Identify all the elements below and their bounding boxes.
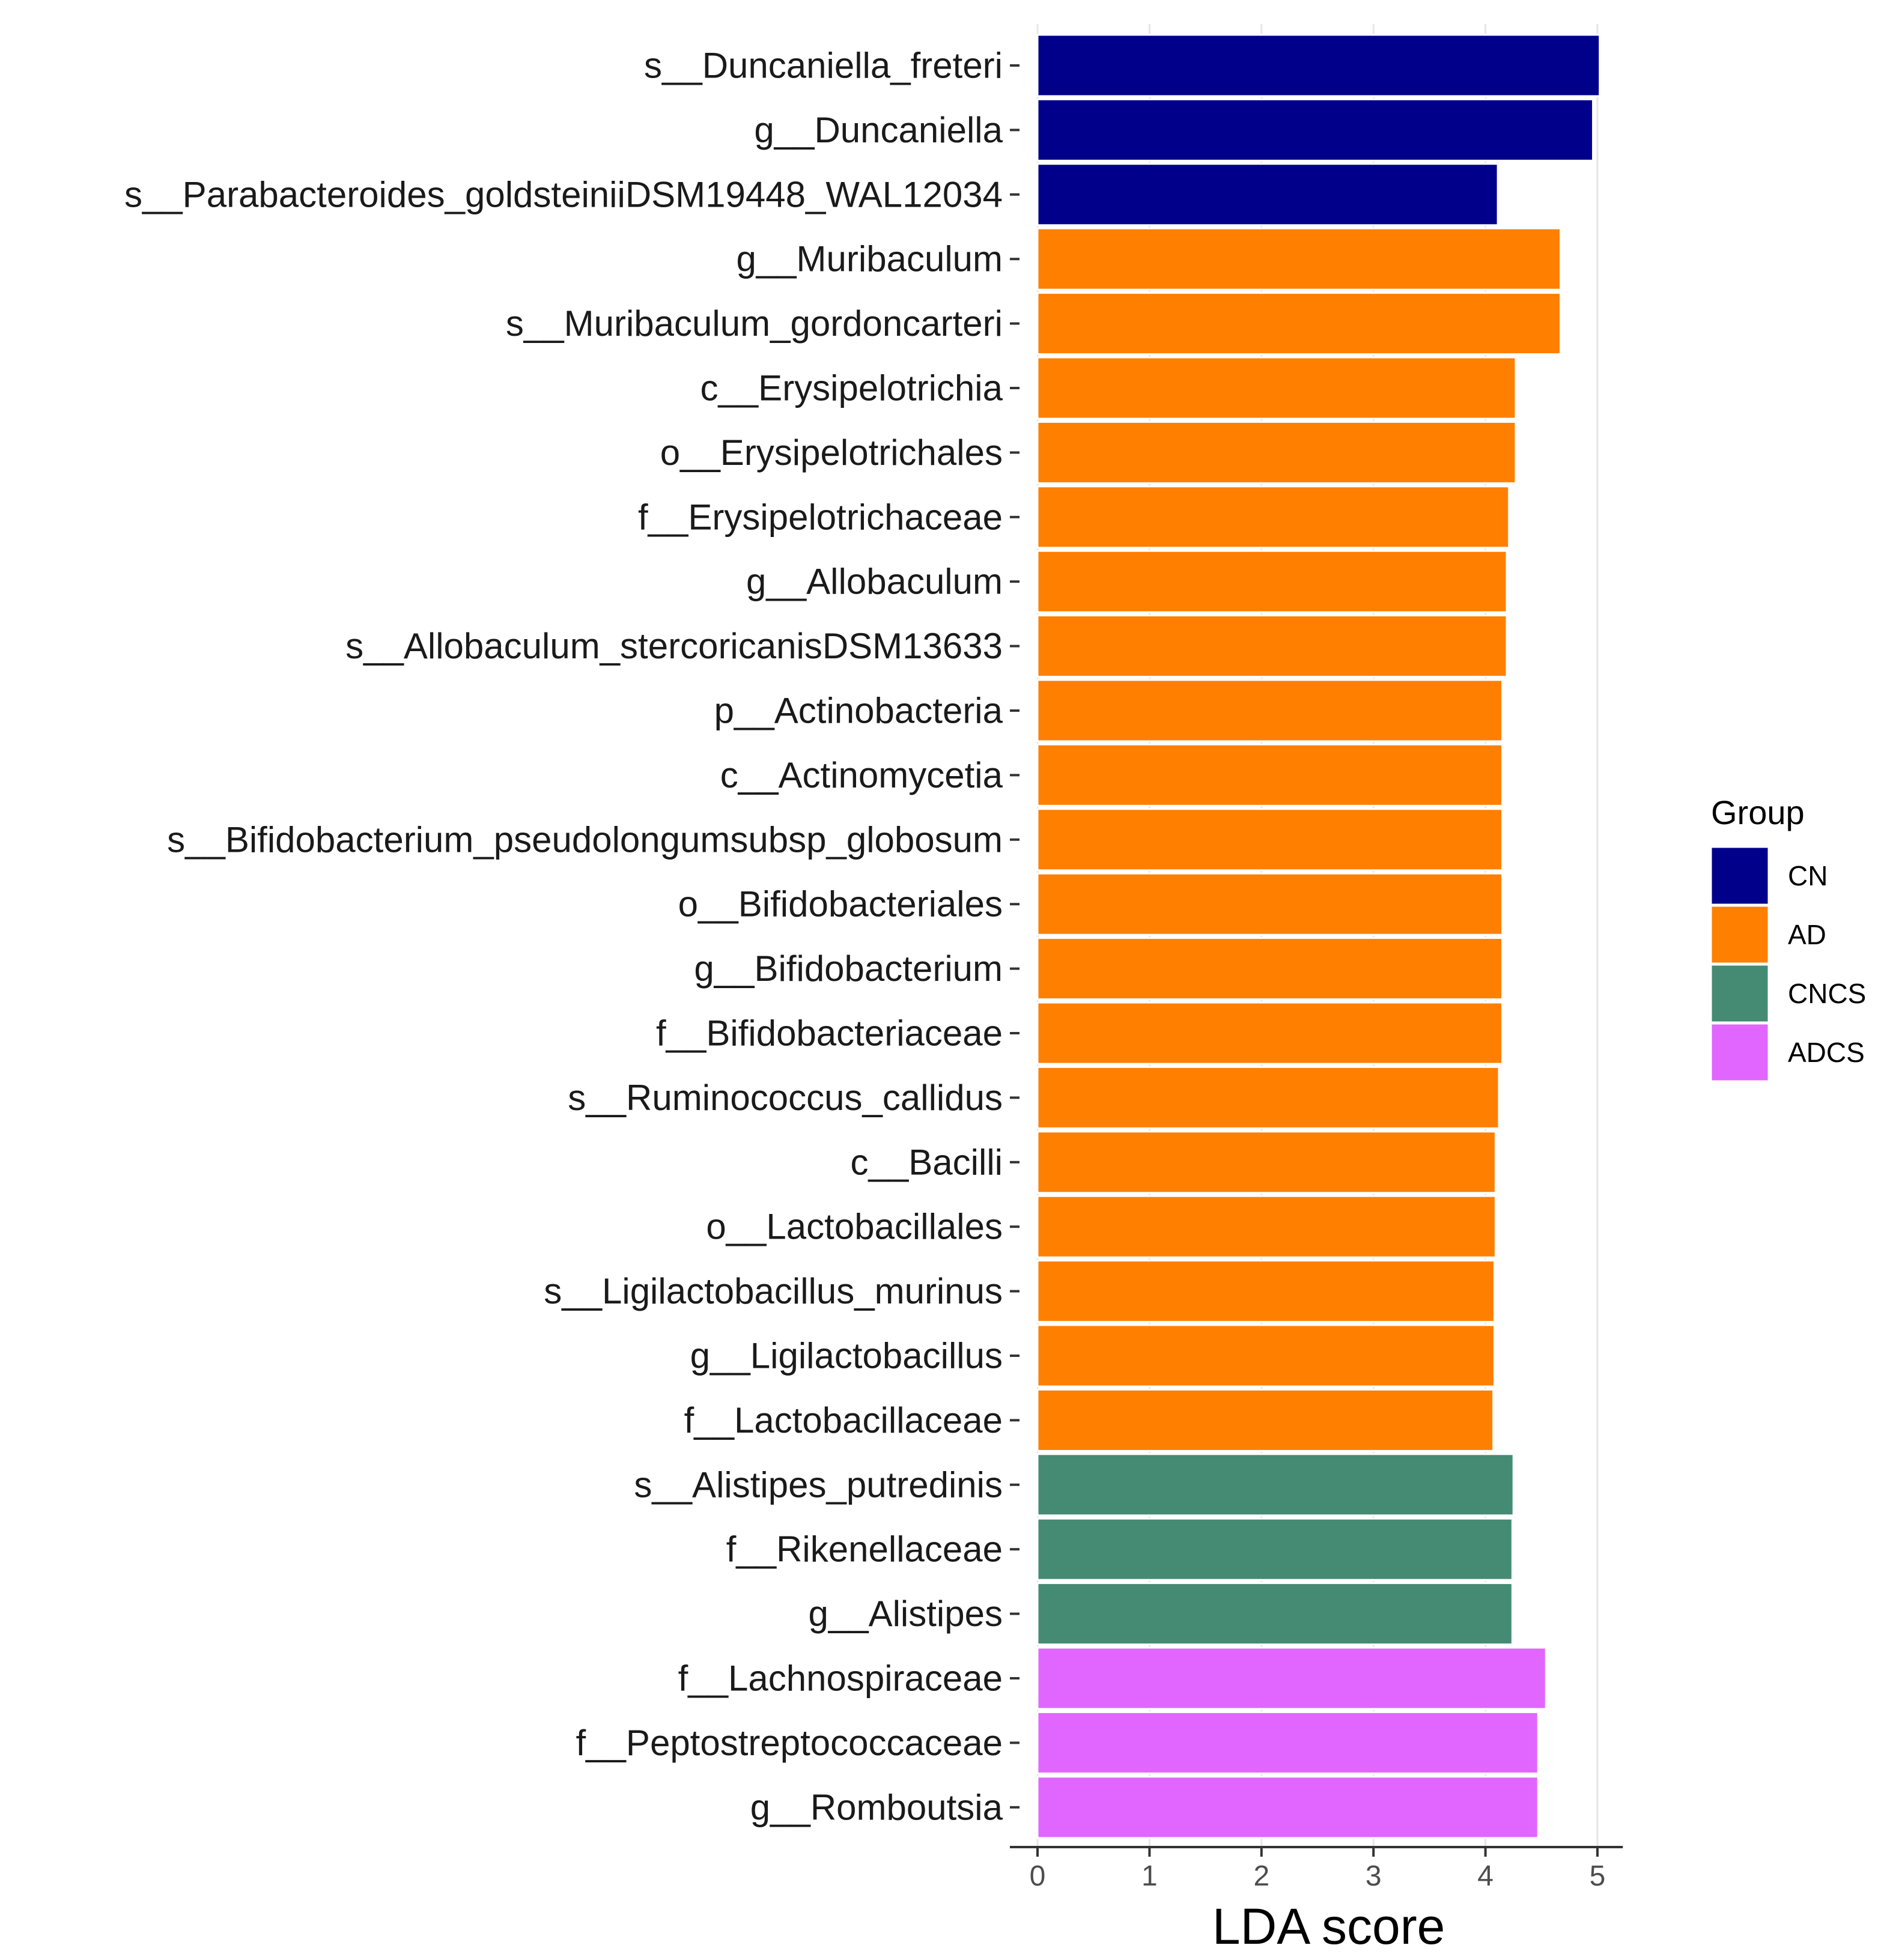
category-label: g__Muribaculum	[736, 239, 1003, 279]
bar-f__Bifidobacteriaceae	[1036, 1001, 1504, 1065]
bar-s__Duncaniella_freteri	[1036, 34, 1601, 97]
category-label: c__Bacilli	[851, 1142, 1003, 1182]
x-tick-label: 3	[1366, 1860, 1382, 1892]
bar-s__Alistipes_putredinis	[1036, 1453, 1515, 1517]
bar-g__Romboutsia	[1036, 1776, 1539, 1839]
legend-items: CN AD CNCS ADCS	[1710, 846, 1866, 1082]
legend-label-cncs: CNCS	[1788, 978, 1866, 1009]
legend-label-ad: AD	[1788, 919, 1826, 950]
bar-o__Lactobacillales	[1036, 1195, 1497, 1258]
bar-f__Lachnospiraceae	[1036, 1646, 1547, 1710]
category-label: o__Erysipelotrichales	[660, 432, 1003, 473]
category-label: g__Alistipes	[808, 1594, 1003, 1634]
category-label: f__Bifidobacteriaceae	[656, 1013, 1003, 1054]
bar-s__Parabacteroides_goldsteiniiDSM19448_WAL12034	[1036, 163, 1499, 226]
legend-swatch-cn	[1710, 846, 1770, 906]
category-label: g__Duncaniella	[754, 110, 1003, 150]
legend-label-adcs: ADCS	[1788, 1037, 1865, 1068]
bar-f__Rikenellaceae	[1036, 1517, 1513, 1581]
x-axis: 0 1 2 3 4 5	[1010, 1846, 1623, 1892]
category-label: s__Muribaculum_gordoncarteri	[506, 303, 1003, 344]
bar-f__Erysipelotrichaceae	[1036, 485, 1510, 549]
category-label: s__Ligilactobacillus_murinus	[544, 1271, 1003, 1311]
bar-c__Bacilli	[1036, 1130, 1497, 1194]
category-label: s__Allobaculum_stercoricanisDSM13633	[345, 626, 1003, 666]
bar-o__Bifidobacteriales	[1036, 872, 1504, 936]
bar-c__Actinomycetia	[1036, 743, 1504, 807]
category-label: s__Bifidobacterium_pseudolongumsubsp_glo…	[167, 819, 1003, 860]
category-label: f__Rikenellaceae	[726, 1529, 1003, 1570]
bar-g__Ligilactobacillus	[1036, 1324, 1496, 1388]
x-tick-label: 4	[1477, 1860, 1493, 1892]
x-axis-title: LDA score	[1212, 1898, 1445, 1955]
category-label: o__Bifidobacteriales	[678, 884, 1003, 924]
legend-label-cn: CN	[1788, 860, 1828, 891]
x-tick-label: 1	[1141, 1860, 1158, 1892]
bar-c__Erysipelotrichia	[1036, 356, 1517, 420]
category-label: o__Lactobacillales	[706, 1207, 1003, 1247]
category-label: s__Alistipes_putredinis	[634, 1464, 1003, 1505]
bar-s__Bifidobacterium_pseudolongumsubsp_globosum	[1036, 808, 1504, 872]
category-label: s__Duncaniella_freteri	[644, 46, 1003, 86]
category-label: c__Erysipelotrichia	[700, 368, 1003, 408]
category-label: s__Ruminococcus_callidus	[568, 1078, 1003, 1118]
bar-g__Bifidobacterium	[1036, 937, 1504, 1001]
category-label: s__Parabacteroides_goldsteiniiDSM19448_W…	[124, 174, 1003, 214]
bar-f__Lactobacillaceae	[1036, 1388, 1495, 1452]
bar-s__Allobaculum_stercoricanisDSM13633	[1036, 614, 1508, 678]
bar-f__Peptostreptococcaceae	[1036, 1711, 1539, 1774]
category-label: p__Actinobacteria	[714, 691, 1003, 731]
category-label: f__Lactobacillaceae	[684, 1400, 1003, 1440]
category-labels: s__Duncaniella_freteri g__Duncaniella s__P…	[124, 46, 1019, 1827]
bar-o__Erysipelotrichales	[1036, 420, 1517, 484]
category-label: f__Lachnospiraceae	[678, 1658, 1003, 1699]
bar-g__Allobaculum	[1036, 550, 1508, 613]
category-label: f__Erysipelotrichaceae	[638, 497, 1003, 537]
legend-swatch-cncs	[1710, 963, 1770, 1024]
category-label: g__Romboutsia	[750, 1787, 1003, 1827]
bar-g__Muribaculum	[1036, 227, 1561, 291]
legend-swatch-ad	[1710, 905, 1770, 965]
legend-swatch-adcs	[1710, 1022, 1770, 1082]
category-label: g__Bifidobacterium	[694, 948, 1003, 989]
bar-s__Ruminococcus_callidus	[1036, 1066, 1500, 1129]
category-label: f__Peptostreptococcaceae	[576, 1723, 1003, 1763]
bars	[1036, 34, 1601, 1839]
x-tick-label: 0	[1030, 1860, 1046, 1892]
bar-g__Duncaniella	[1036, 98, 1594, 162]
bar-s__Muribaculum_gordoncarteri	[1036, 292, 1561, 356]
legend-title: Group	[1711, 793, 1805, 831]
x-tick-label: 5	[1590, 1860, 1606, 1892]
x-tick-label: 2	[1253, 1860, 1269, 1892]
legend: Group CN AD CNCS ADCS	[1710, 793, 1866, 1082]
bar-s__Ligilactobacillus_murinus	[1036, 1260, 1496, 1323]
category-label: g__Allobaculum	[746, 562, 1003, 602]
category-label: c__Actinomycetia	[720, 755, 1003, 795]
category-label: g__Ligilactobacillus	[690, 1336, 1003, 1376]
bar-p__Actinobacteria	[1036, 679, 1504, 742]
bar-g__Alistipes	[1036, 1582, 1513, 1646]
